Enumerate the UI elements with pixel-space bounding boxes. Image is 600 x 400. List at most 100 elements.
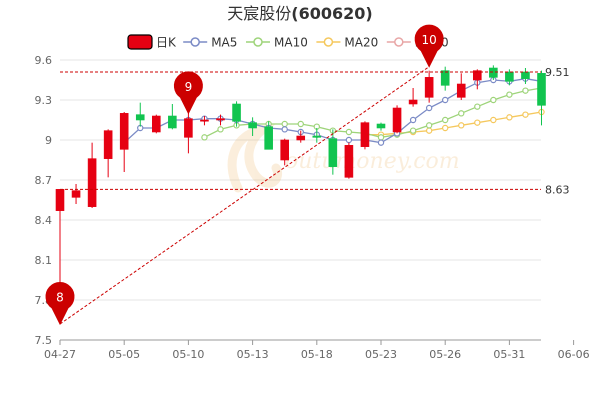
ma5-point xyxy=(425,104,433,112)
y-tick-label: 9 xyxy=(45,134,52,147)
legend-candle-swatch xyxy=(127,34,153,50)
candle-body xyxy=(328,138,338,167)
ma20-point xyxy=(474,119,481,126)
pin-label: 9 xyxy=(185,80,193,94)
ma20-point xyxy=(506,114,513,121)
ma10-point xyxy=(506,91,513,98)
x-tick-label: 05-13 xyxy=(237,348,269,361)
candle-body xyxy=(440,70,450,86)
watermark-text: outumoney.com xyxy=(285,149,460,174)
pin-shape xyxy=(173,71,203,115)
ma20-point xyxy=(522,111,529,118)
ma5-point xyxy=(409,116,417,124)
chart-title-code: (600620) xyxy=(291,4,372,23)
candle-body xyxy=(344,145,354,178)
x-tick-label: 05-23 xyxy=(365,348,397,361)
ma20-point xyxy=(425,127,433,134)
candle-body xyxy=(472,70,482,81)
reference-label: 8.63 xyxy=(545,183,570,196)
legend-marker-swatch xyxy=(323,37,334,47)
x-tick-label: 05-05 xyxy=(108,348,140,361)
candle-body xyxy=(152,115,161,133)
trend-line xyxy=(59,66,430,325)
candle-body xyxy=(408,99,418,105)
candle-body xyxy=(216,118,225,121)
ma10-line xyxy=(204,87,542,138)
chart-title: 天宸股份(600620) xyxy=(227,4,372,23)
legend-label: MA10 xyxy=(274,36,308,50)
ma10-point xyxy=(474,103,481,110)
legend-marker-swatch xyxy=(190,37,200,47)
legend-label: MA5 xyxy=(211,36,237,50)
candle-body xyxy=(392,107,402,133)
candle-body xyxy=(280,139,290,161)
candle-body xyxy=(168,115,177,129)
pin-label: 10 xyxy=(422,33,437,47)
ma20-point xyxy=(490,116,497,124)
legend-marker-swatch xyxy=(394,37,404,47)
pin-marker: 9 xyxy=(173,71,203,115)
x-tick-label: 06-06 xyxy=(558,348,590,361)
candle-body xyxy=(200,119,209,122)
candle-body xyxy=(87,158,97,207)
ma5-point xyxy=(377,139,385,146)
ma10-point xyxy=(217,126,224,133)
y-tick-label: 7.5 xyxy=(35,334,53,347)
chart-title-name: 天宸股份 xyxy=(227,4,291,23)
candle-body xyxy=(505,71,514,82)
ma5-point xyxy=(345,136,353,144)
ma20-line xyxy=(364,111,542,136)
candle-body xyxy=(376,123,386,129)
ma10-point xyxy=(201,134,208,141)
y-tick-label: 8.7 xyxy=(35,174,53,187)
watermark-swirl xyxy=(227,123,282,193)
ma20-point xyxy=(458,122,465,129)
ma10-point xyxy=(425,122,433,129)
x-tick-label: 05-10 xyxy=(172,348,204,361)
x-tick-label: 04-27 xyxy=(44,348,76,361)
candle-body xyxy=(312,135,322,138)
series-layer xyxy=(55,65,546,324)
legend-label: 日K xyxy=(156,36,177,50)
candle-body xyxy=(456,83,466,98)
pin-marker: 8 xyxy=(45,282,75,326)
candle-body xyxy=(103,130,113,159)
ma5-point xyxy=(442,96,449,104)
pin-marker: 10 xyxy=(414,24,444,68)
annotation-layer: 9.51 8.63 8 9 10 xyxy=(45,24,570,326)
y-tick-label: 9.3 xyxy=(35,94,53,107)
candle-body xyxy=(135,114,145,121)
x-tick-label: 05-18 xyxy=(301,348,333,361)
ma10-point xyxy=(409,127,417,134)
ma10-point xyxy=(490,96,497,104)
ma10-point xyxy=(377,134,385,141)
candle-body xyxy=(489,67,498,78)
candle-body xyxy=(119,113,129,150)
pin-shape xyxy=(45,282,75,326)
candle-body xyxy=(360,122,370,147)
candle-body xyxy=(537,73,546,106)
ma10-point xyxy=(345,128,353,136)
axes: 7.57.88.18.48.799.39.604-27 05-05 05-10 05-… xyxy=(35,54,590,361)
ma20-point xyxy=(442,124,449,132)
pin-label: 8 xyxy=(56,291,64,305)
x-tick-label: 05-26 xyxy=(429,348,461,361)
pin-shape xyxy=(414,24,444,68)
legend-marker-swatch xyxy=(253,37,263,47)
ma10-point xyxy=(458,110,465,117)
ma5-point xyxy=(281,126,288,133)
candle-body xyxy=(264,126,273,150)
y-tick-label: 9.6 xyxy=(35,54,53,67)
reference-label: 9.51 xyxy=(545,66,570,79)
candle-body xyxy=(521,71,530,79)
candle-body xyxy=(296,135,306,141)
candle-body xyxy=(71,190,81,198)
ma10-point xyxy=(281,120,288,128)
ma10-point xyxy=(522,87,529,94)
candle-body xyxy=(55,189,65,211)
candle-body xyxy=(424,77,434,98)
candle-body xyxy=(248,122,257,129)
candle-body xyxy=(232,103,241,122)
candle-body xyxy=(184,118,193,138)
